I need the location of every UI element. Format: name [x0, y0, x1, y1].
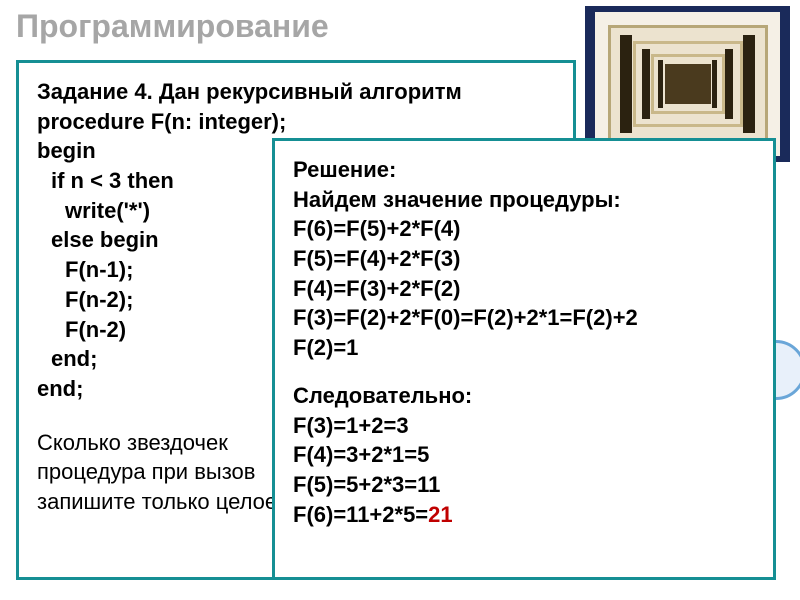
solution-line: F(6)=F(5)+2*F(4) [293, 214, 755, 244]
solution-card: Решение: Найдем значение процедуры: F(6)… [272, 138, 776, 580]
solution-block-2: F(3)=1+2=3F(4)=3+2*1=5F(5)=5+2*3=11 [293, 411, 755, 500]
solution-answer: 21 [428, 502, 452, 527]
solution-line: F(3)=F(2)+2*F(0)=F(2)+2*1=F(2)+2 [293, 303, 755, 333]
solution-final-prefix: F(6)=11+2*5= [293, 502, 428, 527]
solution-line: F(5)=F(4)+2*F(3) [293, 244, 755, 274]
solution-final-line: F(6)=11+2*5=21 [293, 500, 755, 530]
solution-subheading: Найдем значение процедуры: [293, 185, 755, 215]
solution-line: F(4)=3+2*1=5 [293, 440, 755, 470]
solution-heading: Решение: [293, 155, 755, 185]
solution-line: F(2)=1 [293, 333, 755, 363]
solution-block-1: F(6)=F(5)+2*F(4)F(5)=F(4)+2*F(3)F(4)=F(3… [293, 214, 755, 362]
solution-line: F(5)=5+2*3=11 [293, 470, 755, 500]
solution-line: F(4)=F(3)+2*F(2) [293, 274, 755, 304]
code-line: procedure F(n: integer); [37, 107, 555, 137]
solution-consequence-heading: Следовательно: [293, 381, 755, 411]
page-title: Программирование [16, 8, 329, 45]
problem-heading: Задание 4. Дан рекурсивный алгоритм [37, 77, 555, 107]
solution-line: F(3)=1+2=3 [293, 411, 755, 441]
